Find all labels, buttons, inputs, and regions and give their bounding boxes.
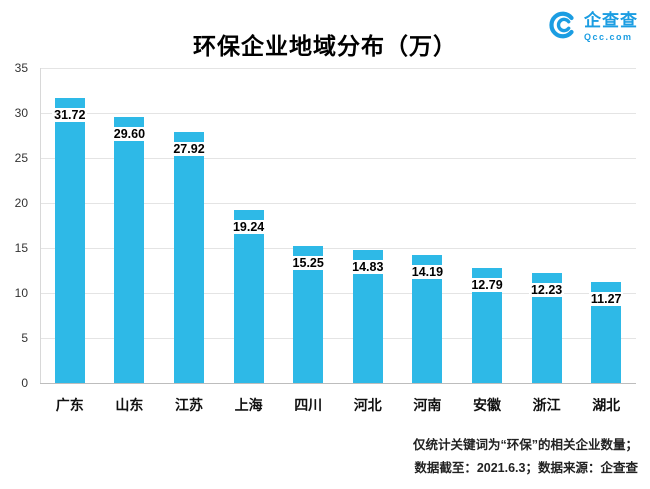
footnotes: 仅统计关键词为“环保”的相关企业数量； 数据截至：2021.6.3；数据来源：企… bbox=[413, 434, 638, 479]
y-axis-tick-label: 30 bbox=[14, 106, 28, 120]
x-axis-category-label: 江苏 bbox=[175, 397, 203, 413]
x-axis-category-label: 安徽 bbox=[473, 397, 501, 413]
x-axis-category-label: 山东 bbox=[115, 397, 144, 413]
gridline bbox=[40, 338, 636, 339]
bar bbox=[54, 97, 85, 383]
bar-value-label: 11.27 bbox=[588, 291, 624, 306]
bar-value-label: 14.19 bbox=[409, 265, 446, 280]
bar bbox=[174, 131, 204, 383]
bar-value-label: 29.60 bbox=[111, 126, 148, 141]
x-axis-category-label: 上海 bbox=[234, 397, 263, 413]
chart-title: 环保企业地域分布（万） bbox=[193, 33, 457, 60]
qcc-logo-icon bbox=[549, 10, 579, 45]
y-axis-tick-label: 15 bbox=[14, 241, 28, 255]
bar-value-label: 31.72 bbox=[52, 107, 88, 122]
bar-value-label: 15.25 bbox=[290, 255, 326, 270]
y-axis-tick-label: 0 bbox=[21, 376, 28, 390]
gridline bbox=[40, 158, 636, 159]
bar-chart: 0 5 10 15 20 25 30 35 31.72 广东 29.60 山东 27.92 江苏 19.24… bbox=[0, 55, 650, 455]
qcc-logo-domain: Qcc.com bbox=[584, 31, 633, 42]
x-axis-category-label: 四川 bbox=[294, 397, 323, 413]
footnote-source: 数据截至：2021.6.3；数据来源：企查查 bbox=[414, 460, 638, 475]
qcc-logo: 企查查 Qcc.com bbox=[549, 10, 638, 45]
y-axis-tick-label: 10 bbox=[14, 286, 28, 300]
x-axis-category-label: 河北 bbox=[353, 397, 382, 413]
x-axis-category-label: 河南 bbox=[413, 397, 442, 413]
footnote-keyword: 仅统计关键词为“环保”的相关企业数量； bbox=[412, 438, 638, 452]
gridline bbox=[40, 293, 636, 294]
y-axis-tick-label: 20 bbox=[14, 196, 28, 210]
bar-value-label: 14.83 bbox=[350, 259, 386, 274]
y-axis-tick-label: 5 bbox=[21, 331, 28, 345]
gridline bbox=[40, 203, 636, 204]
x-axis-category-label: 浙江 bbox=[532, 397, 561, 413]
gridline bbox=[40, 248, 636, 249]
bar-value-label: 12.79 bbox=[469, 277, 505, 292]
qcc-logo-name: 企查查 bbox=[584, 11, 638, 31]
y-axis-tick-label: 25 bbox=[14, 151, 28, 165]
x-axis-line bbox=[40, 383, 636, 384]
qcc-logo-text: 企查查 Qcc.com bbox=[584, 12, 638, 43]
x-axis-category-label: 湖北 bbox=[592, 397, 621, 413]
bar-value-label: 19.24 bbox=[230, 219, 267, 234]
bar bbox=[114, 116, 145, 383]
x-axis-category-label: 广东 bbox=[55, 397, 84, 413]
gridline bbox=[40, 113, 636, 114]
gridline bbox=[40, 68, 636, 69]
bar bbox=[233, 209, 264, 383]
y-axis-line bbox=[40, 68, 41, 383]
bar-value-label: 12.23 bbox=[528, 282, 565, 297]
y-axis-tick-label: 35 bbox=[14, 61, 28, 75]
bar-value-label: 27.92 bbox=[171, 141, 207, 156]
